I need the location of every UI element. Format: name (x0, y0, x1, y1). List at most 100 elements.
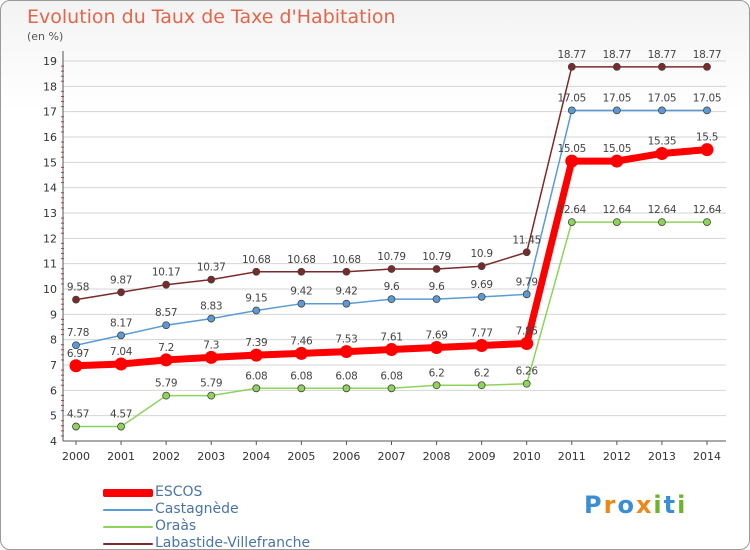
data-point (252, 267, 261, 276)
data-point (610, 154, 624, 168)
proxiti-logo: Proxiti (584, 491, 687, 519)
x-tick-label: 2007 (378, 450, 406, 463)
x-tick-label: 2008 (423, 450, 451, 463)
data-label: 7.85 (516, 325, 538, 337)
data-point (387, 384, 396, 393)
data-label: 7.53 (335, 334, 357, 346)
x-tick-label: 2009 (468, 450, 496, 463)
data-point (117, 288, 125, 297)
data-label: 12.64 (648, 204, 677, 216)
data-label: 10.79 (422, 251, 451, 263)
data-point (294, 346, 308, 360)
logo-letter: t (663, 491, 678, 519)
x-tick-label: 2003 (197, 450, 225, 463)
data-label: 10.17 (152, 267, 181, 279)
data-point (475, 338, 489, 352)
y-tick-label: 19 (43, 55, 57, 68)
y-tick-label: 11 (43, 258, 57, 271)
data-label: 7.04 (110, 346, 133, 358)
data-label: 4.57 (110, 409, 132, 421)
data-point (477, 381, 486, 390)
data-label: 10.37 (197, 262, 226, 274)
data-label: 10.9 (471, 248, 493, 260)
data-point (72, 341, 80, 350)
data-label: 7.77 (471, 327, 493, 339)
data-label: 9.58 (67, 282, 89, 294)
legend-swatch (103, 543, 153, 545)
data-point (342, 384, 351, 393)
data-point (207, 391, 216, 400)
data-point (703, 218, 711, 227)
legend: ESCOS Castagnède Oraàs Labastide-Villefranc… (103, 484, 403, 549)
data-point (162, 321, 171, 330)
y-tick-labels: 4 5 6 7 8 9 10 11 12 13 14 15 16 17 18 19 (43, 55, 57, 448)
data-point (342, 267, 351, 276)
y-tick-label: 13 (43, 207, 57, 220)
data-label: 8.83 (200, 301, 222, 313)
data-point (430, 341, 444, 355)
data-label: 10.68 (287, 254, 316, 266)
data-point (72, 422, 80, 431)
data-point (387, 295, 396, 304)
data-label: 9.6 (429, 281, 445, 293)
data-label: 7.61 (380, 332, 402, 344)
data-label: 12.64 (693, 204, 722, 216)
data-point (342, 299, 351, 308)
x-tick-label: 2012 (603, 450, 631, 463)
data-point (612, 218, 621, 227)
data-label: 6.08 (245, 370, 267, 382)
data-label: 9.15 (245, 293, 267, 305)
data-point (204, 350, 218, 364)
data-point (207, 314, 216, 323)
data-point (162, 391, 171, 400)
y-tick-label: 16 (43, 131, 57, 144)
data-point (207, 275, 216, 284)
x-tick-label: 2005 (287, 450, 315, 463)
data-label: 15.5 (696, 132, 718, 144)
y-tick-label: 15 (43, 156, 57, 169)
x-tick-label: 2004 (242, 450, 270, 463)
unit-label: (en %) (27, 30, 64, 43)
data-label: 7.2 (158, 342, 174, 354)
y-tick-label: 6 (50, 384, 57, 397)
data-label: 12.64 (558, 204, 587, 216)
data-label: 18.77 (603, 49, 632, 61)
data-label: 10.68 (332, 254, 361, 266)
data-label: 6.08 (335, 370, 357, 382)
data-label: 7.69 (425, 330, 447, 342)
data-label: 5.79 (155, 378, 177, 390)
data-point (567, 106, 576, 115)
y-tick-label: 4 (50, 435, 57, 448)
y-tick-label: 8 (50, 334, 57, 347)
legend-item: ESCOS (103, 484, 403, 501)
legend-swatch (103, 526, 153, 528)
y-tick-label: 17 (43, 106, 57, 119)
y-tick-label: 12 (43, 232, 57, 245)
x-tick-label: 2013 (648, 450, 676, 463)
data-point (297, 299, 306, 308)
data-point (432, 265, 441, 273)
data-point (387, 265, 396, 273)
data-point (655, 146, 669, 160)
data-label: 9.69 (471, 279, 493, 291)
data-point (72, 295, 80, 304)
legend-label: Castagnède (155, 501, 239, 517)
y-tick-label: 7 (50, 359, 57, 372)
data-label: 18.77 (693, 49, 722, 61)
x-tick-labels: 2000 2001 2002 2003 2004 2005 2006 2007 2008 2009… (62, 450, 721, 463)
data-label: 18.77 (558, 49, 587, 61)
data-label: 8.57 (155, 307, 177, 319)
data-point (297, 267, 306, 276)
data-point (703, 106, 711, 115)
y-tick-label: 14 (43, 182, 57, 195)
legend-swatch (103, 509, 153, 511)
logo-letter: o (617, 491, 636, 519)
chart-title: Evolution du Taux de Taxe d'Habitation (27, 6, 396, 28)
data-label: 18.77 (648, 49, 677, 61)
data-point (162, 280, 171, 289)
data-point (432, 295, 441, 304)
data-label: 9.42 (335, 286, 357, 298)
data-point (658, 62, 666, 71)
data-point (567, 62, 576, 71)
